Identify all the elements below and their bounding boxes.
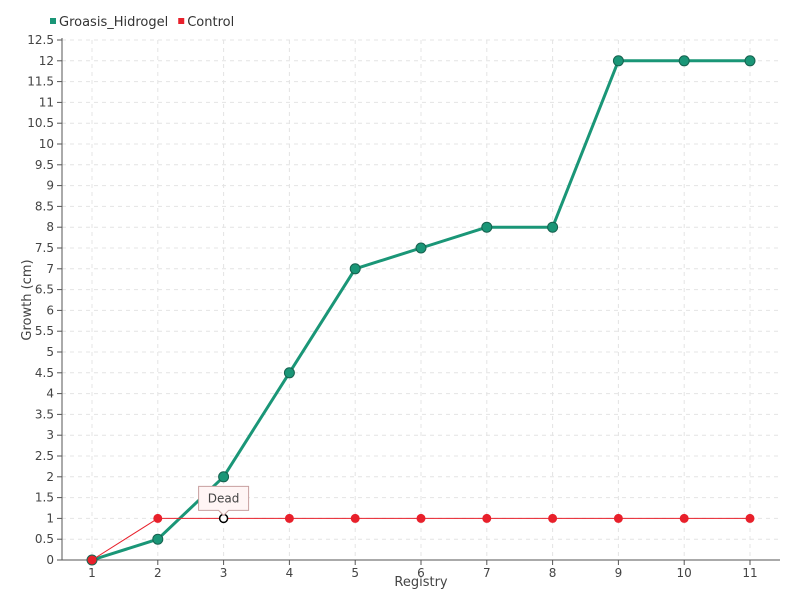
y-tick-label: 2 bbox=[46, 470, 54, 484]
data-point bbox=[349, 263, 361, 275]
annotation-box bbox=[198, 485, 250, 517]
y-tick-label: 0.5 bbox=[35, 532, 54, 546]
y-tick-label: 5 bbox=[46, 345, 54, 359]
data-point bbox=[283, 367, 295, 379]
data-point bbox=[218, 471, 230, 483]
x-axis-title: Registry bbox=[394, 575, 448, 590]
y-tick-label: 7 bbox=[46, 262, 54, 276]
legend-swatch bbox=[178, 18, 185, 24]
x-tick-label: 5 bbox=[351, 566, 359, 580]
data-point bbox=[350, 513, 360, 523]
y-tick-label: 11 bbox=[39, 95, 54, 109]
data-point bbox=[548, 513, 558, 523]
data-point bbox=[284, 513, 294, 523]
x-tick-label: 9 bbox=[615, 566, 623, 580]
y-tick-label: 12.5 bbox=[27, 33, 54, 47]
y-tick-label: 12 bbox=[39, 54, 54, 68]
data-point bbox=[152, 533, 164, 545]
legend-label: Control bbox=[187, 15, 234, 30]
y-tick-label: 4 bbox=[46, 387, 54, 401]
data-point bbox=[547, 221, 559, 233]
y-tick-label: 4.5 bbox=[35, 366, 54, 380]
data-point bbox=[613, 513, 623, 523]
x-tick-label: 4 bbox=[286, 566, 294, 580]
x-tick-label: 1 bbox=[88, 566, 96, 580]
legend-label: Groasis_Hidrogel bbox=[59, 15, 168, 30]
y-tick-label: 7.5 bbox=[35, 241, 54, 255]
y-tick-label: 6.5 bbox=[35, 283, 54, 297]
data-point bbox=[416, 513, 426, 523]
data-point bbox=[679, 513, 689, 523]
x-tick-label: 7 bbox=[483, 566, 491, 580]
y-tick-label: 9 bbox=[46, 179, 54, 193]
y-tick-label: 0 bbox=[46, 553, 54, 567]
y-tick-label: 9.5 bbox=[35, 158, 54, 172]
annotation-label: Dead bbox=[208, 491, 240, 505]
x-tick-label: 6 bbox=[417, 566, 425, 580]
y-tick-label: 6 bbox=[46, 303, 54, 317]
y-tick-label: 10.5 bbox=[27, 116, 54, 130]
data-point bbox=[415, 242, 427, 254]
y-tick-label: 3 bbox=[46, 428, 54, 442]
legend: Groasis_Hidrogel Control bbox=[50, 15, 234, 30]
data-point bbox=[153, 513, 163, 523]
y-tick-label: 5.5 bbox=[35, 324, 54, 338]
y-tick-label: 11.5 bbox=[27, 75, 54, 89]
y-tick-label: 2.5 bbox=[35, 449, 54, 463]
y-tick-label: 8.5 bbox=[35, 199, 54, 213]
y-tick-label: 8 bbox=[46, 220, 54, 234]
data-point bbox=[482, 513, 492, 523]
x-tick-label: 10 bbox=[677, 566, 692, 580]
y-tick-label: 1 bbox=[46, 511, 54, 525]
data-point bbox=[481, 221, 493, 233]
x-tick-label: 2 bbox=[154, 566, 162, 580]
data-point bbox=[678, 55, 690, 67]
data-point bbox=[745, 513, 755, 523]
legend-swatch bbox=[50, 18, 56, 24]
data-point bbox=[87, 555, 97, 565]
x-tick-label: 11 bbox=[742, 566, 757, 580]
y-tick-label: 10 bbox=[39, 137, 54, 151]
annotation: Dead bbox=[198, 485, 250, 517]
y-axis-title: Growth (cm) bbox=[20, 259, 35, 340]
x-tick-label: 3 bbox=[220, 566, 228, 580]
axes: 00.511.522.533.544.555.566.577.588.599.5… bbox=[27, 33, 780, 580]
y-tick-label: 3.5 bbox=[35, 407, 54, 421]
data-point bbox=[612, 55, 624, 67]
y-tick-label: 1.5 bbox=[35, 491, 54, 505]
x-tick-label: 8 bbox=[549, 566, 557, 580]
data-point bbox=[744, 55, 756, 67]
grid bbox=[62, 39, 780, 560]
